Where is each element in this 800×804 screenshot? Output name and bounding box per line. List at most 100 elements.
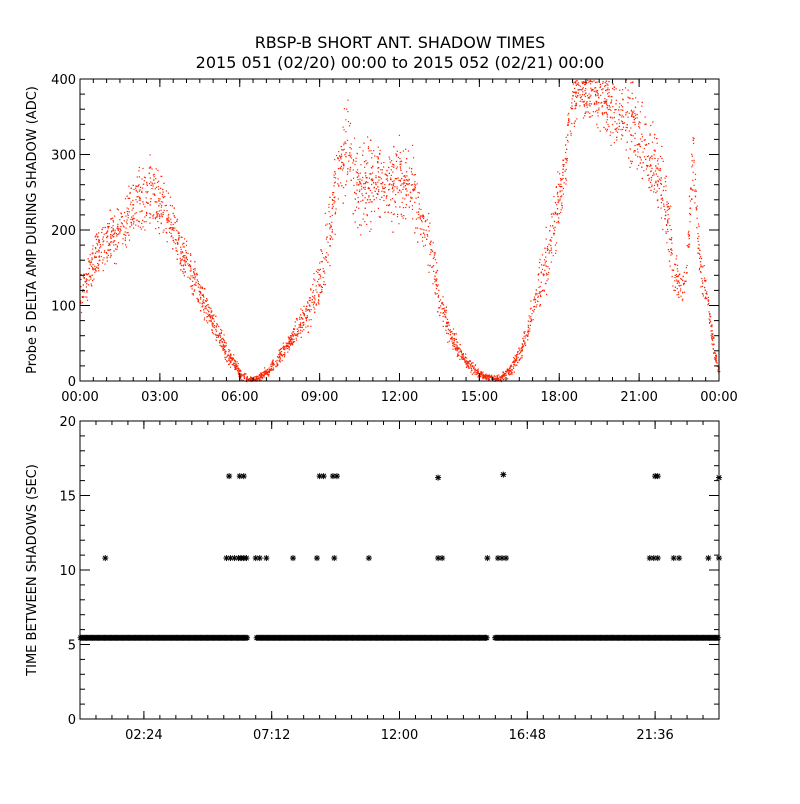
- delta-amp-point: [635, 133, 636, 134]
- delta-amp-point: [350, 156, 351, 157]
- delta-amp-point: [406, 194, 407, 195]
- delta-amp-point: [352, 162, 353, 163]
- delta-amp-point: [565, 152, 566, 153]
- delta-amp-point: [247, 376, 248, 377]
- delta-amp-point: [330, 225, 331, 226]
- delta-amp-point: [308, 309, 309, 310]
- delta-amp-point: [183, 255, 184, 256]
- delta-amp-point: [164, 196, 165, 197]
- delta-amp-point: [259, 377, 260, 378]
- delta-amp-point: [86, 286, 87, 287]
- delta-amp-point: [602, 105, 603, 106]
- delta-amp-point: [170, 205, 171, 206]
- delta-amp-point: [447, 342, 448, 343]
- delta-amp-point: [326, 260, 327, 261]
- delta-amp-point: [220, 345, 221, 346]
- delta-amp-point: [573, 84, 574, 85]
- delta-amp-point: [129, 198, 130, 199]
- delta-amp-point: [354, 164, 355, 165]
- delta-amp-point: [141, 191, 142, 192]
- delta-amp-point: [378, 171, 379, 172]
- delta-amp-point: [567, 134, 568, 135]
- delta-amp-point: [374, 199, 375, 200]
- delta-amp-point: [348, 121, 349, 122]
- delta-amp-point: [511, 371, 512, 372]
- delta-amp-point: [159, 218, 160, 219]
- delta-amp-point: [649, 158, 650, 159]
- delta-amp-point: [614, 117, 615, 118]
- delta-amp-point: [110, 253, 111, 254]
- delta-amp-point: [146, 202, 147, 203]
- delta-amp-point: [153, 218, 154, 219]
- delta-amp-point: [209, 307, 210, 308]
- delta-amp-point: [91, 257, 92, 258]
- delta-amp-point: [430, 242, 431, 243]
- delta-amp-point: [214, 325, 215, 326]
- delta-amp-point: [80, 286, 81, 287]
- delta-amp-point: [368, 148, 369, 149]
- delta-amp-point: [82, 302, 83, 303]
- delta-amp-point: [538, 274, 539, 275]
- delta-amp-point: [692, 156, 693, 157]
- delta-amp-point: [548, 279, 549, 280]
- delta-amp-point: [672, 276, 673, 277]
- delta-amp-point: [417, 242, 418, 243]
- delta-amp-point: [669, 208, 670, 209]
- delta-amp-point: [345, 152, 346, 153]
- delta-amp-point: [216, 331, 217, 332]
- delta-amp-point: [229, 363, 230, 364]
- delta-amp-point: [128, 217, 129, 218]
- delta-amp-point: [199, 294, 200, 295]
- delta-amp-point: [331, 237, 332, 238]
- delta-amp-point: [92, 253, 93, 254]
- delta-amp-point: [289, 349, 290, 350]
- delta-amp-point: [395, 178, 396, 179]
- delta-amp-point: [375, 184, 376, 185]
- delta-amp-point: [250, 376, 251, 377]
- delta-amp-point: [420, 218, 421, 219]
- delta-amp-point: [443, 321, 444, 322]
- delta-amp-point: [261, 373, 262, 374]
- delta-amp-point: [437, 293, 438, 294]
- delta-amp-point: [159, 233, 160, 234]
- delta-amp-point: [313, 304, 314, 305]
- delta-amp-point: [412, 174, 413, 175]
- delta-amp-point: [667, 219, 668, 220]
- delta-amp-point: [516, 356, 517, 357]
- delta-amp-point: [671, 250, 672, 251]
- delta-amp-point: [365, 172, 366, 173]
- delta-amp-point: [207, 322, 208, 323]
- delta-amp-point: [116, 233, 117, 234]
- delta-amp-point: [530, 301, 531, 302]
- delta-amp-point: [381, 163, 382, 164]
- delta-amp-point: [393, 167, 394, 168]
- delta-amp-point: [680, 288, 681, 289]
- delta-amp-point: [208, 311, 209, 312]
- delta-amp-point: [682, 299, 683, 300]
- delta-amp-point: [224, 349, 225, 350]
- delta-amp-point: [104, 234, 105, 235]
- delta-amp-point: [114, 240, 115, 241]
- delta-amp-point: [329, 246, 330, 247]
- delta-amp-point: [623, 116, 624, 117]
- delta-amp-point: [166, 219, 167, 220]
- delta-amp-point: [295, 335, 296, 336]
- delta-amp-point: [607, 107, 608, 108]
- delta-amp-point: [663, 186, 664, 187]
- delta-amp-point: [619, 103, 620, 104]
- delta-amp-point: [660, 168, 661, 169]
- shadow-interval-point: [334, 473, 340, 479]
- delta-amp-point: [86, 283, 87, 284]
- delta-amp-point: [200, 287, 201, 288]
- delta-amp-point: [310, 326, 311, 327]
- delta-amp-point: [450, 338, 451, 339]
- delta-amp-point: [156, 214, 157, 215]
- delta-amp-point: [375, 175, 376, 176]
- delta-amp-point: [392, 198, 393, 199]
- delta-amp-point: [307, 326, 308, 327]
- delta-amp-point: [553, 196, 554, 197]
- delta-amp-point: [102, 262, 103, 263]
- delta-amp-point: [373, 150, 374, 151]
- delta-amp-point: [203, 294, 204, 295]
- delta-amp-point: [177, 243, 178, 244]
